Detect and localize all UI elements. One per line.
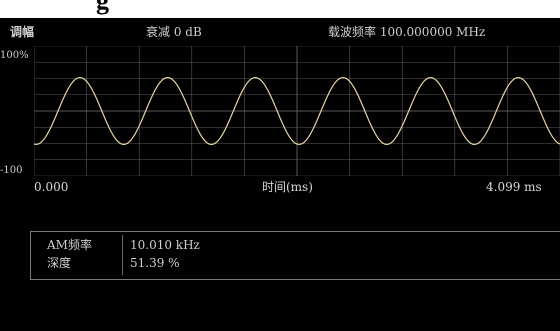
title-fragment: g <box>96 0 109 15</box>
attenuation-label: 衰减 0 dB <box>146 25 202 39</box>
depth-label: 深度 <box>47 256 72 270</box>
instrument-screen: 调幅 衰减 0 dB 载波频率 100.000000 MHz 100% -100… <box>0 18 560 331</box>
waveform-plot <box>34 46 560 176</box>
am-waveform-trace <box>34 76 560 146</box>
measurement-panel: AM频率 10.010 kHz 深度 51.39 % <box>30 231 560 280</box>
depth-value: 51.39 % <box>130 256 180 270</box>
x-axis-start-label: 0.000 <box>34 180 69 194</box>
am-frequency-label: AM频率 <box>47 238 92 252</box>
mode-label: 调幅 <box>10 25 35 39</box>
x-axis-title: 时间(ms) <box>262 180 313 194</box>
am-frequency-value: 10.010 kHz <box>130 238 200 252</box>
plot-grid <box>34 46 560 176</box>
carrier-frequency-label: 载波频率 100.000000 MHz <box>328 25 486 39</box>
y-axis-min-label: -100 <box>0 165 23 176</box>
x-axis-end-label: 4.099 ms <box>486 180 542 194</box>
measurement-divider <box>122 235 123 275</box>
y-axis-max-label: 100% <box>0 50 29 61</box>
